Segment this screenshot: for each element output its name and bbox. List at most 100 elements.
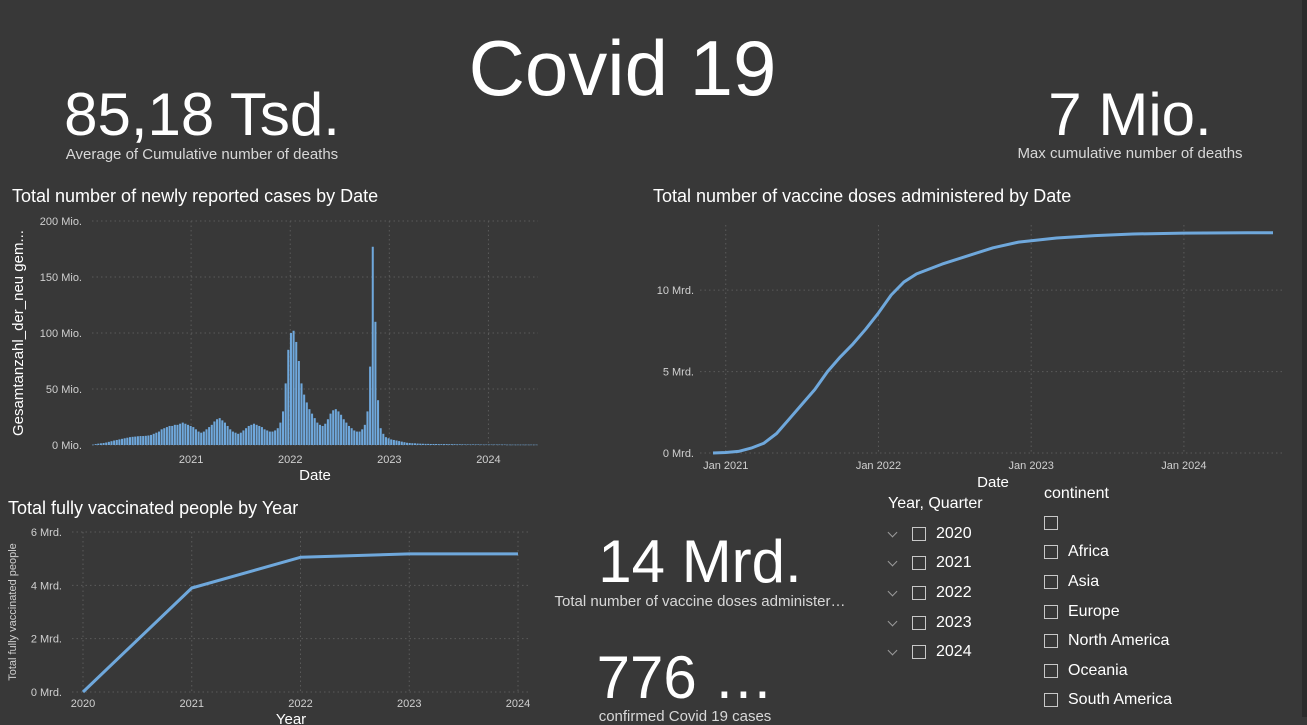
bar [181, 422, 184, 445]
checkbox[interactable] [912, 556, 926, 571]
bar [337, 411, 340, 445]
checkbox[interactable] [1044, 634, 1058, 649]
bar [268, 431, 271, 445]
bar [192, 427, 195, 445]
chevron-down-icon[interactable] [888, 588, 898, 598]
checkbox[interactable] [912, 526, 926, 541]
bar [416, 443, 419, 445]
checkbox[interactable] [1044, 515, 1058, 530]
chevron-down-icon[interactable] [888, 647, 898, 657]
y-tick-label: 150 Mio. [40, 272, 82, 284]
bar [179, 423, 182, 445]
slicer-item-label: Oceania [1068, 661, 1128, 679]
slicer-continent-item-africa[interactable]: Africa [1044, 538, 1172, 568]
bar [216, 419, 219, 445]
bar [271, 431, 274, 445]
bar [321, 425, 324, 445]
kpi-max-deaths-label: Max cumulative number of deaths [1017, 145, 1243, 162]
checkbox[interactable] [912, 585, 926, 600]
chevron-down-icon[interactable] [888, 529, 898, 539]
bar [363, 424, 366, 445]
slicer-continent-item-north-america[interactable]: North America [1044, 626, 1172, 656]
slicer-item-label: Asia [1068, 572, 1100, 590]
bar [392, 439, 395, 445]
bar [255, 424, 258, 445]
bar [440, 444, 443, 445]
bar [282, 411, 285, 445]
bar [379, 428, 382, 445]
slicer-continent: continent Africa Asia Europe North America O… [1044, 485, 1172, 715]
x-tick-label: Jan 2023 [1009, 460, 1054, 472]
slicer-continent-item-blank[interactable] [1044, 508, 1172, 538]
bar [377, 400, 380, 445]
bar [284, 383, 287, 445]
slicer-year-item-2020[interactable]: 2020 [888, 519, 983, 549]
slicer-year-quarter: Year, Quarter 2020 2021 2022 2023 2024 [888, 495, 983, 667]
checkbox[interactable] [912, 615, 926, 630]
slicer-year-item-2023[interactable]: 2023 [888, 608, 983, 638]
bar [107, 441, 110, 445]
x-axis-label: Date [977, 474, 1009, 491]
chart-new-cases-title: Total number of newly reported cases by … [12, 186, 379, 206]
bar [157, 431, 161, 445]
bar [289, 333, 292, 445]
slicer-continent-item-oceania[interactable]: Oceania [1044, 656, 1172, 686]
slicer-year-item-2021[interactable]: 2021 [888, 549, 983, 579]
bar [245, 428, 248, 445]
bar [398, 441, 401, 445]
bar [406, 442, 409, 445]
bar [260, 427, 263, 445]
checkbox[interactable] [1044, 693, 1058, 708]
bar [105, 442, 108, 445]
checkbox[interactable] [912, 645, 926, 660]
bar [524, 444, 527, 446]
bar [155, 432, 158, 445]
bar [239, 432, 242, 445]
y-tick-label: 0 Mio. [52, 440, 82, 452]
slicer-continent-item-europe[interactable]: Europe [1044, 597, 1172, 627]
bar [427, 443, 430, 445]
bar [453, 444, 456, 445]
x-axis-label: Date [299, 467, 331, 484]
bar [308, 409, 311, 445]
bar [144, 435, 147, 445]
x-tick-label: 2024 [476, 454, 500, 466]
bar [508, 444, 512, 446]
y-tick-label: 0 Mrd. [31, 687, 62, 699]
bar [218, 418, 221, 445]
bar [279, 422, 282, 445]
bar [347, 425, 351, 445]
bar [456, 444, 459, 445]
chevron-down-icon[interactable] [888, 618, 898, 628]
bar [173, 424, 176, 445]
bar [131, 436, 134, 445]
bar [361, 429, 364, 445]
bar [252, 423, 256, 445]
bar [374, 321, 377, 445]
x-tick-label: 2022 [278, 454, 302, 466]
bar [208, 427, 211, 445]
bar [147, 435, 150, 445]
bar [442, 444, 446, 445]
checkbox[interactable] [1044, 604, 1058, 619]
chevron-down-icon[interactable] [888, 558, 898, 568]
bar [477, 444, 480, 445]
checkbox[interactable] [1044, 663, 1058, 678]
slicer-item-label: 2020 [936, 524, 972, 542]
bar [263, 429, 266, 445]
slicer-item-label: South America [1068, 691, 1173, 709]
bar [266, 430, 269, 445]
slicer-year-item-2022[interactable]: 2022 [888, 578, 983, 608]
checkbox[interactable] [1044, 574, 1058, 589]
checkbox[interactable] [1044, 545, 1058, 560]
bar [163, 428, 166, 445]
slicer-continent-item-asia[interactable]: Asia [1044, 567, 1172, 597]
scrollbar[interactable] [1302, 0, 1307, 717]
slicer-year-item-2024[interactable]: 2024 [888, 637, 983, 667]
bar [115, 439, 118, 445]
bar [413, 443, 417, 445]
chart-vaccine-doses-title: Total number of vaccine doses administer… [653, 186, 1072, 206]
bar [118, 439, 121, 445]
slicer-continent-item-south-america[interactable]: South America [1044, 686, 1172, 716]
x-tick-label: 2021 [179, 454, 203, 466]
